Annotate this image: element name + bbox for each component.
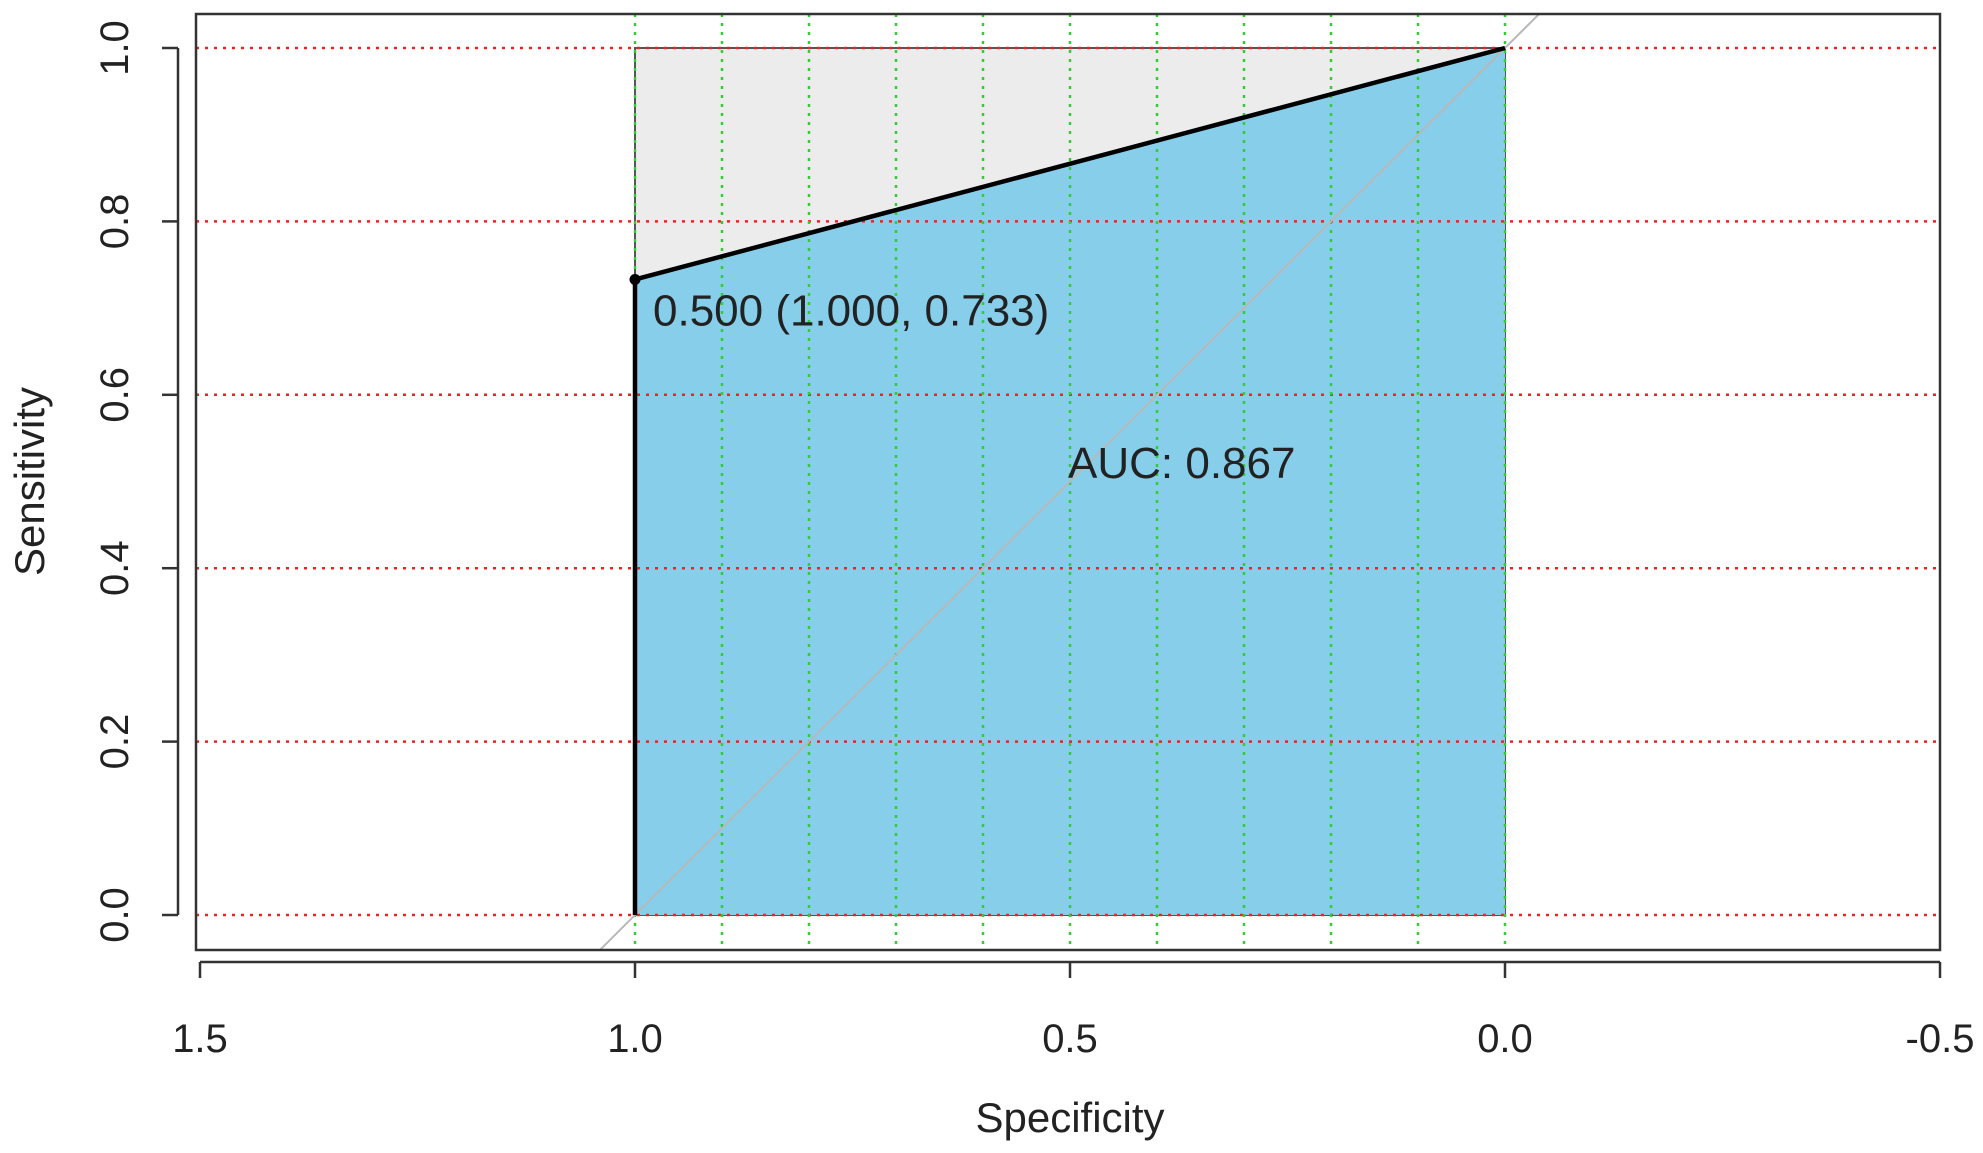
x-tick-label: 1.0 bbox=[607, 1017, 663, 1061]
auc-label: AUC: 0.867 bbox=[1068, 439, 1295, 488]
roc-curve-layer bbox=[629, 45, 1506, 915]
y-tick-label: 1.0 bbox=[93, 20, 137, 76]
y-tick-label: 0.4 bbox=[93, 540, 137, 596]
chance-diagonal-line bbox=[599, 14, 1541, 950]
x-tick-label: 1.5 bbox=[172, 1017, 228, 1061]
x-tick-label: -0.5 bbox=[1906, 1017, 1975, 1061]
diagonal-layer bbox=[599, 14, 1541, 950]
x-axis-title: Specificity bbox=[975, 1094, 1164, 1141]
x-tick-label: 0.0 bbox=[1477, 1017, 1533, 1061]
y-tick-label: 0.8 bbox=[93, 194, 137, 250]
plot-region bbox=[196, 14, 1940, 950]
plot-frame-layer bbox=[194, 12, 1942, 952]
y-tick-label: 0.2 bbox=[93, 714, 137, 770]
threshold-label: 0.500 (1.000, 0.733) bbox=[653, 286, 1049, 335]
grid-layer bbox=[196, 14, 1940, 950]
annotation-layer: 0.500 (1.000, 0.733) AUC: 0.867 bbox=[653, 286, 1295, 487]
y-tick-label: 0.6 bbox=[93, 367, 137, 423]
axes-layer: 1.5 1.0 0.5 0.0 -0.5 0.0 0.2 0.4 0.6 0.8 1.0 bbox=[93, 20, 1974, 1061]
threshold-point bbox=[629, 273, 641, 285]
y-axis-title: Sensitivity bbox=[6, 387, 53, 576]
x-tick-label: 0.5 bbox=[1042, 1017, 1098, 1061]
plot-frame bbox=[194, 12, 1942, 952]
y-tick-label: 0.0 bbox=[93, 887, 137, 943]
